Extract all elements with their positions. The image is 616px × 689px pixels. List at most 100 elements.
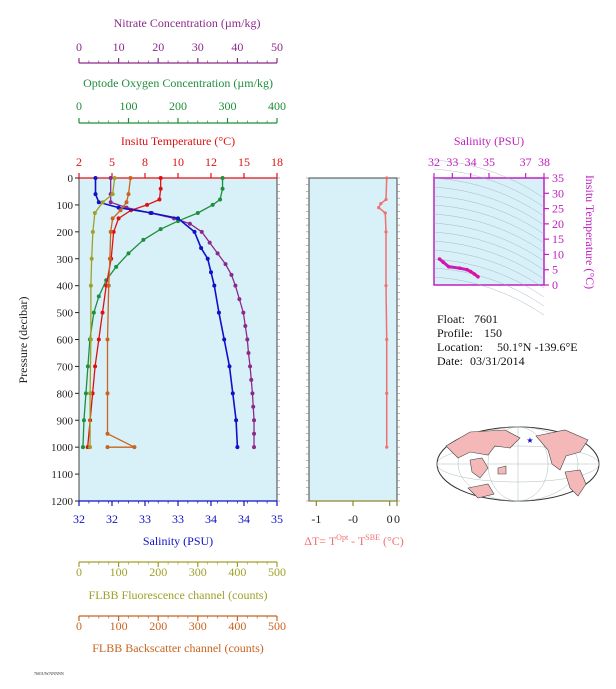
salinity-point [199,245,204,250]
density-contour [433,222,545,262]
profile-label: Profile: [437,326,473,340]
fluorescence-point [112,176,117,180]
backscatter-point [132,445,137,450]
oxygen-point [220,176,225,180]
temperature-tick-label: 8 [142,155,148,169]
fluorescence-tick-label: 500 [268,565,286,579]
temperature-tick-label: 10 [172,155,184,169]
pressure-tick-label: 900 [57,415,74,427]
pressure-tick-label: 100 [57,200,74,212]
temperature-point [93,364,98,369]
temperature-tick-label: 2 [76,155,82,169]
nitrate-point [108,200,113,205]
oxygen-point [126,251,131,256]
dt-tick-label: 0 [394,512,400,526]
dt-plot-area [308,177,398,502]
temperature-point [158,176,163,180]
nitrate-axis-label: Nitrate Concentration (µm/kg) [114,16,261,30]
dt-point [385,391,389,395]
temperature-tick-label: 18 [271,155,283,169]
oxygen-point [218,197,223,202]
dt-point [379,201,383,206]
date-label: Date: [437,354,463,368]
ts-x-tick-label: 37 [520,155,532,169]
oxygen-axis-label: Optode Oxygen Concentration (µm/kg) [83,76,273,90]
ts-point [446,264,451,269]
density-contour [433,177,545,217]
location-label: Location: [437,340,483,354]
dt-tick-label: -0 [348,512,358,526]
fluorescence-point [110,192,115,197]
ts-x-tick-label: 34 [465,155,477,169]
ts-y-tick-label: 15 [552,232,564,246]
ts-x-tick-label: 35 [483,155,495,169]
oxygen-point [96,294,101,299]
backscatter-point [128,176,133,180]
nitrate-tick-label: 50 [271,40,283,54]
oxygen-tick-label: 0 [76,99,82,113]
temperature-point [96,337,101,342]
density-contour [433,231,545,271]
pressure-tick-label: 800 [57,388,74,400]
nitrate-point [250,391,255,396]
dt-point [384,284,388,288]
ts-point [476,274,480,279]
density-contour [433,249,545,289]
backscatter-point [107,256,112,261]
ts-x-tick-label: 33 [446,155,458,169]
salinity-point [230,391,235,396]
nitrate-point [187,221,192,226]
temperature-point [111,229,116,234]
backscatter-point [105,391,110,396]
dt-axis-label: ΔT= TOpt - TSBE (°C) [304,533,404,548]
nitrate-point [252,445,257,450]
backscatter-tick-label: 300 [189,619,207,633]
ts-x-tick-label: 32 [428,155,440,169]
salinity-point [96,200,101,205]
nitrate-tick-label: 0 [76,40,82,54]
ts-point [437,257,442,261]
pressure-axis-label: Pressure (decibar) [16,297,30,384]
backscatter-point [105,445,110,450]
nitrate-point [246,350,251,355]
backscatter-tick-label: 400 [228,619,246,633]
ts-point [465,267,469,272]
fluorescence-point [90,229,95,234]
oxygen-point [83,391,88,396]
fluorescence-point [100,200,105,205]
temperature-tick-label: 15 [238,155,250,169]
backscatter-point [118,208,123,213]
salinity-tick-label: 35 [271,512,283,526]
nitrate-point [248,364,253,369]
pressure-tick-label: 200 [57,227,74,239]
pressure-tick-label: 500 [57,308,74,320]
float-value: 7601 [474,312,498,326]
oxygen-point [220,186,225,191]
temperature-point [145,202,150,207]
ts-y-tick-label: 5 [552,263,558,277]
world-map: ★ [436,426,600,502]
fluorescence-axis-label: FLBB Fluorescence channel (counts) [89,588,268,602]
fluorescence-tick-label: 300 [189,565,207,579]
backscatter-axis-label: FLBB Backscatter channel (counts) [92,641,264,655]
nitrate-point [233,283,238,288]
ts-y-tick-label: 0 [552,278,558,292]
oxygen-tick-label: 200 [169,99,187,113]
dt-point [384,230,388,234]
backscatter-point [106,283,111,288]
nitrate-tick-label: 20 [152,40,164,54]
nitrate-point [108,176,113,180]
dt-point [384,197,388,202]
profile-value: 150 [484,326,502,340]
oxygen-point [158,227,163,232]
fluorescence-point [88,391,93,396]
temperature-point [158,186,163,191]
temperature-point [157,197,162,202]
salinity-point [222,337,227,342]
oxygen-tick-label: 300 [219,99,237,113]
nitrate-tick-label: 10 [113,40,125,54]
ts-y-tick-label: 30 [552,186,564,200]
ts-point [468,269,473,274]
dt-tick-label: -1 [311,512,321,526]
